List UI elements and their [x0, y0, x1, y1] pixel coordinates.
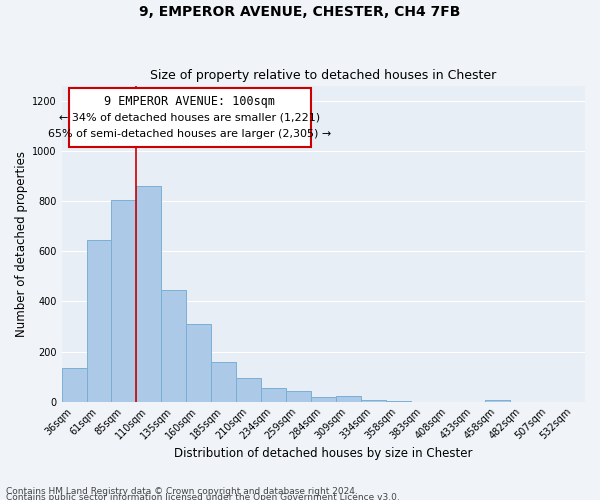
Y-axis label: Number of detached properties: Number of detached properties — [15, 151, 28, 337]
Title: Size of property relative to detached houses in Chester: Size of property relative to detached ho… — [150, 69, 496, 82]
Text: Contains public sector information licensed under the Open Government Licence v3: Contains public sector information licen… — [6, 492, 400, 500]
Bar — [236, 378, 261, 402]
Bar — [62, 368, 86, 402]
Bar — [311, 398, 336, 402]
Text: 65% of semi-detached houses are larger (2,305) →: 65% of semi-detached houses are larger (… — [49, 129, 332, 139]
Text: 9 EMPEROR AVENUE: 100sqm: 9 EMPEROR AVENUE: 100sqm — [104, 94, 275, 108]
Bar — [485, 400, 510, 402]
Text: 9, EMPEROR AVENUE, CHESTER, CH4 7FB: 9, EMPEROR AVENUE, CHESTER, CH4 7FB — [139, 5, 461, 19]
Bar — [136, 186, 161, 402]
X-axis label: Distribution of detached houses by size in Chester: Distribution of detached houses by size … — [174, 447, 473, 460]
FancyBboxPatch shape — [69, 88, 311, 146]
Bar — [261, 388, 286, 402]
Bar — [336, 396, 361, 402]
Bar — [386, 401, 410, 402]
Bar — [286, 391, 311, 402]
Text: Contains HM Land Registry data © Crown copyright and database right 2024.: Contains HM Land Registry data © Crown c… — [6, 486, 358, 496]
Bar — [186, 324, 211, 402]
Bar — [211, 362, 236, 402]
Bar — [86, 240, 112, 402]
Text: ← 34% of detached houses are smaller (1,221): ← 34% of detached houses are smaller (1,… — [59, 112, 320, 122]
Bar — [161, 290, 186, 402]
Bar — [112, 200, 136, 402]
Bar — [361, 400, 386, 402]
